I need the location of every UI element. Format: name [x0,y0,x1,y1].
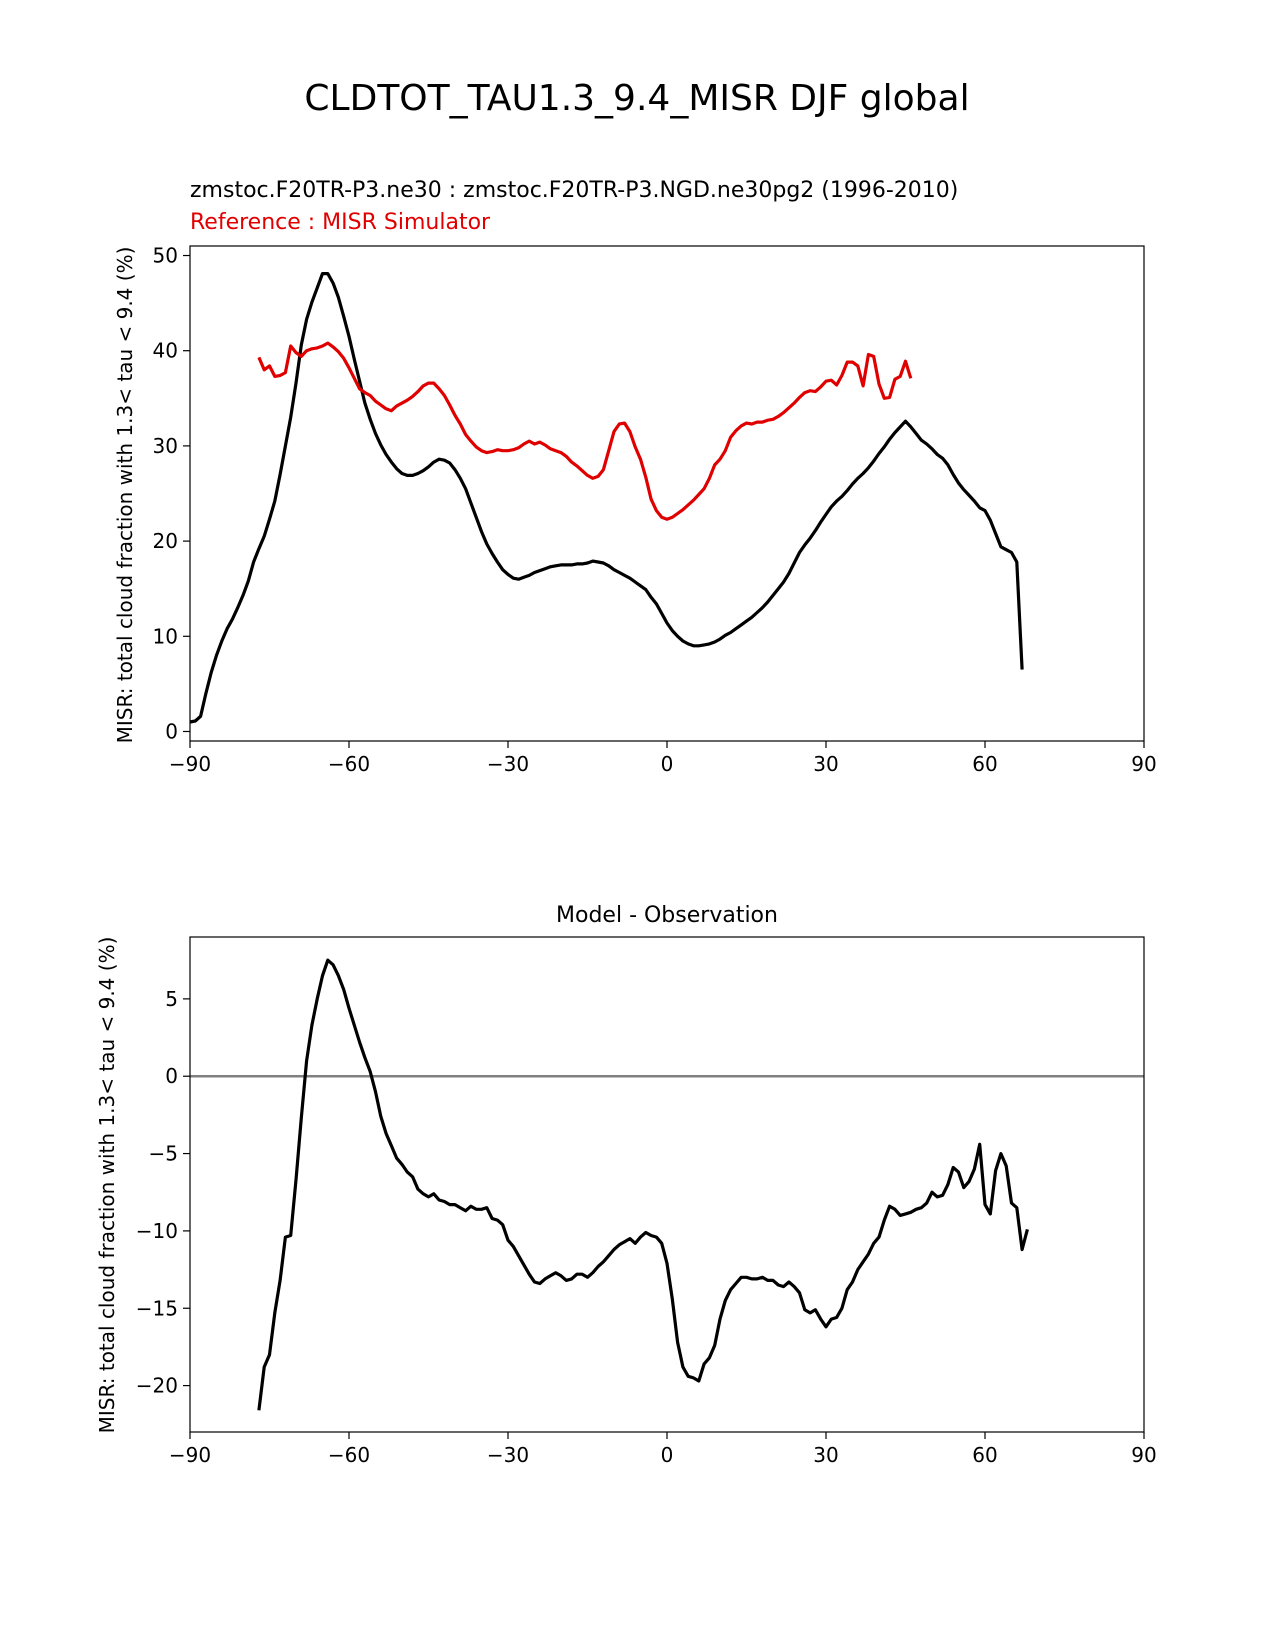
top-x-tick-label: 60 [972,752,997,776]
top-y-tick-label: 40 [153,339,178,363]
bottom-panel-y-axis-label: MISR: total cloud fraction with 1.3< tau… [95,937,119,1434]
top-plot-frame [189,245,1145,742]
top-y-tick-label: 20 [153,529,178,553]
bottom-y-tick-label: 5 [165,987,178,1011]
top-x-tick-label: 0 [661,752,674,776]
bottom-x-tick-label: 30 [813,1443,838,1467]
top-y-tick-label: 30 [153,434,178,458]
bottom-panel: Model - Observation MISR: total cloud fr… [95,903,1157,1467]
bottom-x-tick-label: −30 [487,1443,529,1467]
bottom-panel-title: Model - Observation [556,903,778,928]
top-panel-title-line-1: zmstoc.F20TR-P3.ne30 : zmstoc.F20TR-P3.N… [190,178,958,203]
top-y-tick-label: 50 [153,244,178,268]
top-panel: zmstoc.F20TR-P3.ne30 : zmstoc.F20TR-P3.N… [113,178,1157,776]
bottom-x-tick-label: −60 [328,1443,370,1467]
top-x-tick-label: −30 [487,752,529,776]
top-panel-title-line-2: Reference : MISR Simulator [190,210,491,235]
top-x-tick-label: 30 [813,752,838,776]
bottom-x-tick-label: 90 [1131,1443,1156,1467]
bottom-y-tick-label: 0 [165,1064,178,1088]
top-x-tick-label: 90 [1131,752,1156,776]
bottom-y-tick-label: −20 [136,1374,178,1398]
bottom-series-line-0 [257,958,1029,1411]
top-panel-y-axis-label: MISR: total cloud fraction with 1.3< tau… [113,247,137,744]
top-x-tick-label: −90 [169,752,211,776]
bottom-y-tick-label: −15 [136,1296,178,1320]
top-series-line-1 [257,341,913,521]
top-series-line-0 [189,272,1024,724]
bottom-y-tick-label: −10 [136,1219,178,1243]
top-x-tick-label: −60 [328,752,370,776]
figure-title: CLDTOT_TAU1.3_9.4_MISR DJF global [304,78,969,119]
top-y-tick-label: 0 [165,719,178,743]
top-y-tick-label: 10 [153,624,178,648]
bottom-x-tick-label: −90 [169,1443,211,1467]
bottom-y-tick-label: −5 [149,1142,178,1166]
bottom-plot-frame [189,936,1145,1433]
bottom-x-tick-label: 0 [661,1443,674,1467]
bottom-x-tick-label: 60 [972,1443,997,1467]
